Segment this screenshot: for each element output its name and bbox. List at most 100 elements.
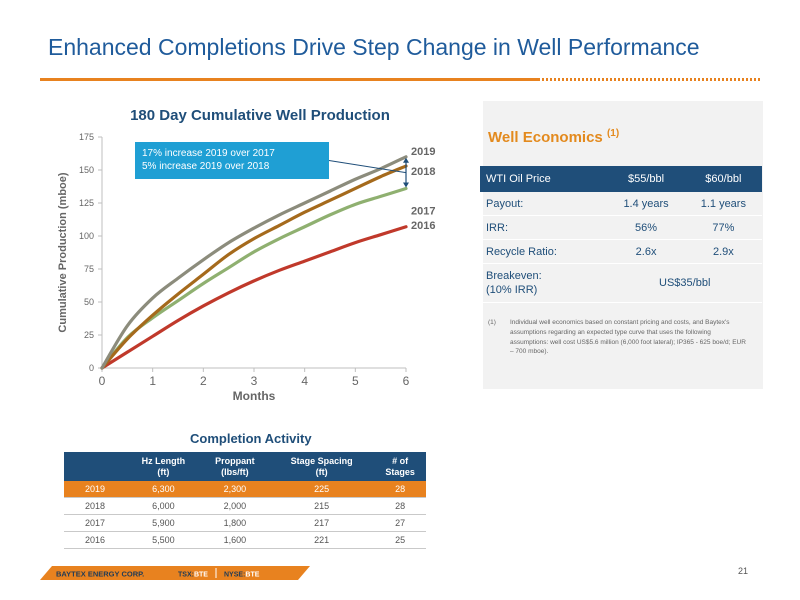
completion-row-2019: 2019 6,300 2,300 225 28 — [64, 481, 426, 498]
completion-cell: 6,000 — [126, 497, 201, 515]
footer-nyse: NYSE:BTE — [224, 572, 260, 579]
y-tick-label: 50 — [84, 297, 94, 307]
header-line-2: Stages — [385, 466, 415, 477]
completion-cell: 2,300 — [200, 481, 269, 498]
x-tick-label: 4 — [301, 374, 308, 388]
economics-row: Recycle Ratio: 2.6x 2.9x — [480, 239, 762, 264]
footnote-number: (1) — [488, 319, 496, 326]
economics-footnote: (1) Individual well economics based on c… — [488, 318, 750, 357]
callout-box — [135, 142, 329, 179]
x-axis-label: Months — [233, 389, 276, 403]
y-tick-label: 0 — [89, 363, 94, 373]
footer-nyse-ticker: BTE — [245, 572, 259, 579]
economics-header-row: WTI Oil Price $55/bbl $60/bbl — [480, 166, 762, 192]
economics-label: Recycle Ratio: — [480, 239, 608, 264]
page-title: Enhanced Completions Drive Step Change i… — [48, 34, 700, 60]
production-chart: 0 25 50 75 100 125 150 175 0 1 2 3 4 5 6 Months Cumulati… — [57, 132, 435, 403]
footer-tsx: TSX:BTE — [178, 572, 208, 579]
series-label-2016: 2016 — [411, 220, 435, 232]
callout-arrow-head-bottom — [403, 182, 409, 188]
header-line-1: # of — [392, 455, 409, 466]
economics-value: 2.6x — [607, 239, 685, 264]
footer-tsx-ticker: BTE — [194, 572, 208, 579]
completion-table: Hz Length (ft) Proppant (lbs/ft) Stage Spa… — [64, 452, 426, 549]
completion-header-row: Hz Length (ft) Proppant (lbs/ft) Stage Spa… — [64, 452, 426, 481]
breakeven-label-2: (10% IRR) — [486, 284, 538, 296]
footer-nyse-label: NYSE: — [224, 572, 245, 579]
footnote-text: Individual well economics based on const… — [510, 319, 746, 356]
title-rule — [40, 78, 760, 81]
callout-leader — [328, 160, 407, 174]
economics-col-0: WTI Oil Price — [480, 166, 608, 192]
economics-col-1: $55/bbl — [607, 166, 685, 192]
completion-row-2016: 2016 5,500 1,600 221 25 — [64, 531, 426, 549]
completion-cell: 215 — [268, 497, 375, 515]
footer-company: BAYTEX ENERGY CORP. — [56, 570, 144, 579]
completion-cell: 2016 — [64, 531, 126, 549]
completion-cell: 5,900 — [126, 514, 201, 532]
completion-header: Stage Spacing (ft) — [268, 452, 375, 481]
y-tick-label: 100 — [79, 231, 94, 241]
completion-title: Completion Activity — [190, 431, 312, 446]
completion-cell: 28 — [374, 497, 426, 515]
completion-cell: 6,300 — [126, 481, 201, 498]
economics-col-2: $60/bbl — [684, 166, 762, 192]
series-label-2017: 2017 — [411, 205, 435, 217]
y-tick-label: 150 — [79, 165, 94, 175]
economics-title-text: Well Economics — [488, 129, 603, 146]
completion-cell: 5,500 — [126, 531, 201, 549]
completion-header: # of Stages — [374, 452, 426, 481]
series-label-2018: 2018 — [411, 166, 435, 178]
series-label-2019: 2019 — [411, 146, 435, 158]
economics-table: WTI Oil Price $55/bbl $60/bbl Payout: 1.… — [480, 166, 762, 303]
header-line-1: Proppant — [215, 455, 255, 466]
completion-cell: 27 — [374, 514, 426, 532]
completion-cell: 25 — [374, 531, 426, 549]
callout-text: 17% increase 2019 over 2017 — [142, 148, 275, 159]
series-line-2017 — [100, 186, 408, 370]
x-tick-label: 3 — [251, 374, 258, 388]
x-tick-label: 0 — [99, 374, 106, 388]
series-line-2018 — [100, 164, 408, 370]
economics-breakeven-row: Breakeven: (10% IRR) US$35/bbl — [480, 263, 762, 303]
chart-title: 180 Day Cumulative Well Production — [130, 107, 390, 124]
header-line-2: (ft) — [315, 466, 328, 477]
economics-value: 56% — [607, 215, 685, 240]
footer-banner: BAYTEX ENERGY CORP. TSX:BTE NYSE:BTE — [40, 566, 310, 580]
economics-label: Breakeven: (10% IRR) — [480, 263, 608, 303]
y-tick-label: 125 — [79, 198, 94, 208]
y-axis-label: Cumulative Production (mboe) — [57, 172, 69, 332]
completion-cell: 221 — [268, 531, 375, 549]
x-tick-label: 5 — [352, 374, 359, 388]
economics-value: 1.1 years — [684, 192, 762, 216]
completion-cell: 2,000 — [200, 497, 269, 515]
x-tick-label: 2 — [200, 374, 207, 388]
page-number: 21 — [738, 566, 749, 576]
breakeven-value: US$35/bbl — [607, 263, 762, 303]
completion-row-2018: 2018 6,000 2,000 215 28 — [64, 497, 426, 515]
breakeven-label-1: Breakeven: — [486, 269, 542, 282]
x-tick-label: 6 — [403, 374, 410, 388]
economics-title: Well Economics (1) — [488, 128, 619, 146]
completion-cell: 2019 — [64, 481, 126, 498]
economics-label: Payout: — [480, 192, 608, 216]
completion-header: Proppant (lbs/ft) — [200, 452, 269, 481]
series-line-2019 — [100, 155, 408, 370]
economics-label: IRR: — [480, 215, 608, 240]
economics-value: 77% — [684, 215, 762, 240]
callout-arrow-head-top — [403, 157, 409, 163]
header-line-2: (lbs/ft) — [221, 466, 249, 477]
footer-tsx-label: TSX: — [178, 572, 194, 579]
series-line-2016 — [100, 225, 408, 370]
completion-cell: 1,600 — [200, 531, 269, 549]
completion-header: Hz Length (ft) — [126, 452, 201, 481]
y-tick-label: 175 — [79, 132, 94, 142]
completion-cell: 1,800 — [200, 514, 269, 532]
x-tick-label: 1 — [149, 374, 156, 388]
y-tick-label: 75 — [84, 264, 94, 274]
completion-cell: 2018 — [64, 497, 126, 515]
economics-title-note: (1) — [606, 128, 620, 139]
economics-value: 1.4 years — [607, 192, 685, 216]
economics-row: IRR: 56% 77% — [480, 215, 762, 240]
y-tick-label: 25 — [84, 330, 94, 340]
